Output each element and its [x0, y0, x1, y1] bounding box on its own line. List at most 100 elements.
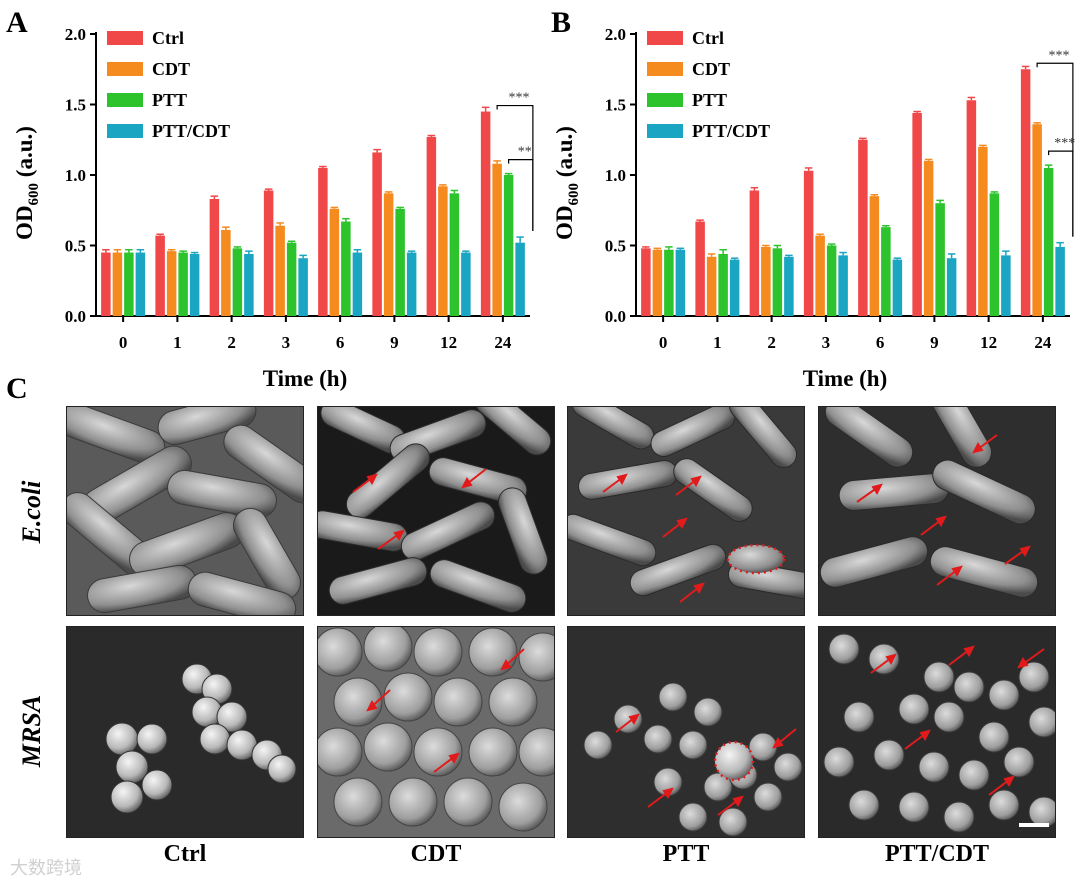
- scale-bar: [1019, 823, 1049, 827]
- bar: [352, 252, 363, 316]
- bar: [815, 235, 825, 316]
- y-tick-label: 0.0: [65, 307, 86, 326]
- bar: [503, 175, 514, 316]
- row-label-ecoli: E.coli: [17, 480, 46, 544]
- bar: [923, 160, 934, 316]
- sem-ecoli-pttcdt: [818, 406, 1056, 616]
- y-axis-label-main: OD: [12, 205, 37, 240]
- bar: [838, 255, 848, 316]
- bar: [372, 152, 382, 316]
- x-tick-label: 0: [119, 333, 128, 352]
- legend-label: CDT: [152, 59, 190, 79]
- bar: [318, 167, 328, 316]
- bar: [989, 193, 1000, 316]
- bar: [166, 251, 177, 316]
- bar: [341, 221, 351, 316]
- bar: [101, 252, 111, 316]
- bar: [124, 252, 134, 316]
- x-tick-label: 12: [440, 333, 457, 352]
- bar: [383, 193, 394, 316]
- legend-swatch: [647, 93, 683, 107]
- legend-label: Ctrl: [152, 28, 184, 48]
- panel-letter-c: C: [6, 372, 28, 405]
- bar: [461, 252, 471, 316]
- bar: [244, 253, 254, 316]
- bar: [426, 136, 437, 316]
- significance-bracket: [496, 104, 534, 232]
- bar: [515, 242, 525, 316]
- legend-swatch: [647, 124, 683, 138]
- legend-swatch: [107, 124, 143, 138]
- bar: [209, 198, 220, 316]
- x-tick-label: 9: [930, 333, 939, 352]
- bar: [189, 253, 200, 316]
- bar: [881, 227, 891, 316]
- col-label-cdt: CDT: [410, 841, 462, 867]
- bar: [286, 242, 297, 316]
- bar: [112, 252, 123, 316]
- x-tick-label: 3: [282, 333, 291, 352]
- y-tick-label: 2.0: [605, 25, 626, 44]
- bar: [641, 248, 651, 316]
- x-tick-label: 2: [227, 333, 236, 352]
- arrow-marks: [352, 468, 487, 550]
- bar: [978, 146, 988, 316]
- significance-label: ***: [509, 91, 530, 106]
- x-axis-label: Time (h): [803, 366, 888, 391]
- y-axis-label: OD600 (a.u.): [12, 126, 42, 240]
- y-axis-label-sub: 600: [566, 183, 582, 206]
- sem-ecoli-cdt: [317, 406, 555, 616]
- row-label-mrsa: MRSA: [17, 694, 46, 768]
- bar: [329, 208, 340, 316]
- significance-label: ***: [1054, 136, 1075, 151]
- bar: [178, 252, 188, 316]
- bar: [761, 246, 771, 316]
- bar: [1032, 124, 1042, 317]
- bar: [935, 203, 945, 316]
- legend-swatch: [107, 93, 143, 107]
- sem-ecoli-ctrl: [66, 406, 304, 616]
- bar: [826, 245, 837, 316]
- significance-bracket: [1048, 150, 1074, 237]
- x-tick-label: 2: [767, 333, 776, 352]
- y-tick-label: 2.0: [65, 25, 86, 44]
- y-tick-label: 1.5: [605, 96, 626, 115]
- panel-letter-a: A: [6, 6, 28, 39]
- y-axis-label: OD600 (a.u.): [552, 126, 582, 240]
- x-tick-label: 9: [390, 333, 399, 352]
- bar: [729, 259, 740, 316]
- col-label-ctrl: Ctrl: [163, 841, 207, 867]
- bar: [784, 256, 794, 316]
- significance-bracket: [1036, 62, 1074, 237]
- bar: [869, 196, 880, 316]
- sem-ecoli-ptt: [567, 406, 805, 616]
- x-tick-label: 1: [173, 333, 182, 352]
- bar: [1043, 167, 1054, 316]
- bar: [298, 258, 308, 316]
- bar: [695, 221, 705, 316]
- bar: [438, 186, 448, 316]
- significance-label: **: [518, 145, 532, 160]
- y-axis-label-unit: (a.u.): [12, 126, 37, 183]
- x-tick-label: 0: [659, 333, 668, 352]
- significance-bracket: [508, 158, 534, 232]
- legend-swatch: [107, 62, 143, 76]
- legend-label: CDT: [692, 59, 730, 79]
- legend-swatch: [647, 31, 683, 45]
- y-tick-label: 1.5: [65, 96, 86, 115]
- legend-label: PTT/CDT: [692, 121, 770, 141]
- bar: [135, 252, 146, 316]
- y-tick-label: 0.5: [605, 237, 626, 256]
- sem-mrsa-cdt: [317, 626, 555, 838]
- bar: [675, 249, 686, 316]
- x-tick-label: 1: [713, 333, 722, 352]
- y-tick-label: 0.0: [605, 307, 626, 326]
- sem-mrsa-ptt: [567, 626, 805, 838]
- bar: [912, 112, 922, 317]
- y-axis-label-sub: 600: [26, 183, 42, 206]
- bar: [706, 256, 717, 316]
- bar: [718, 253, 728, 316]
- x-tick-label: 12: [980, 333, 997, 352]
